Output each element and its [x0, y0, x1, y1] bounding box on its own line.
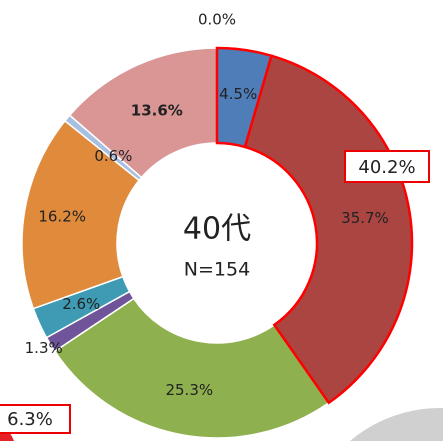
donut-segment	[21, 119, 141, 310]
donut-segment	[243, 54, 414, 405]
donut-segment	[53, 297, 330, 439]
annotation: 40.2%	[358, 157, 415, 178]
data-label: 1.3%	[25, 339, 63, 357]
annotation-box	[344, 150, 430, 183]
data-label: 4.5%	[219, 85, 257, 103]
annotation: 6.3%	[7, 409, 53, 430]
data-label: 16.2%	[38, 207, 86, 225]
data-label: 0.0%	[198, 11, 236, 29]
annotation-box	[0, 404, 71, 434]
data-label: 13.6%	[131, 102, 183, 120]
center-subtitle: N=154	[184, 259, 250, 281]
fragment-arc	[350, 407, 443, 441]
center-title: 40代	[183, 212, 251, 247]
data-label: 35.7%	[341, 209, 389, 227]
data-label: 25.3%	[165, 381, 213, 399]
data-label: 2.6%	[62, 295, 100, 313]
data-label: 0.6%	[94, 147, 132, 165]
